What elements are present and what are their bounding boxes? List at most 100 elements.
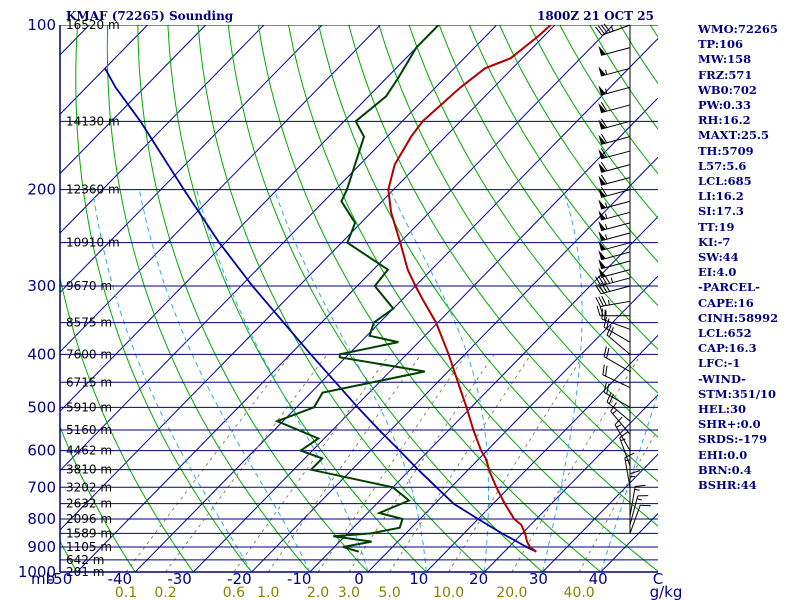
wind-barb-half-feather bbox=[616, 424, 622, 428]
wind-barb bbox=[603, 346, 631, 372]
wind-barb-half-feather bbox=[605, 224, 608, 230]
dewpoint-line bbox=[274, 25, 440, 553]
moist-adiabat-line bbox=[92, 189, 253, 572]
mixing-ratio-unit: g/kg bbox=[650, 583, 683, 600]
temperature-tick-label: 40 bbox=[589, 570, 608, 588]
parcel-path-line bbox=[104, 67, 537, 553]
wind-barb-flag bbox=[598, 240, 606, 251]
pressure-unit-label: mb bbox=[31, 570, 55, 588]
wind-barb bbox=[595, 282, 631, 295]
sounding-index-item: CAP:16.3 bbox=[698, 341, 757, 356]
wind-barb-half-feather bbox=[610, 277, 614, 283]
sounding-index-item: BRN:0.4 bbox=[698, 462, 752, 477]
wind-barb bbox=[598, 148, 631, 160]
mixing-ratio-label: 0.2 bbox=[154, 585, 176, 600]
wind-barb-feather bbox=[603, 346, 607, 357]
mixing-ratio-label: 0.6 bbox=[223, 585, 245, 600]
pressure-tick-label: 200 bbox=[27, 181, 56, 199]
wind-barb-feather bbox=[606, 325, 612, 336]
isotherm-line bbox=[60, 25, 498, 472]
wind-barb-staff bbox=[629, 495, 639, 525]
mixing-ratio-label: 40.0 bbox=[564, 585, 595, 600]
wind-barb-half-feather bbox=[612, 409, 617, 414]
wind-barb-feather bbox=[635, 484, 646, 487]
wind-barb-feather bbox=[596, 305, 601, 316]
wind-barb bbox=[606, 325, 631, 355]
sounding-index-item: WB0:702 bbox=[698, 82, 757, 97]
wind-barb-flag bbox=[598, 134, 606, 145]
wind-barb-staff bbox=[603, 326, 631, 343]
wind-barb bbox=[606, 392, 631, 422]
wind-barb bbox=[598, 85, 631, 96]
wind-barb-feather bbox=[595, 276, 602, 286]
temperature-tick-label: -30 bbox=[167, 570, 192, 588]
wind-barb bbox=[598, 231, 631, 242]
wind-barb-half-feather bbox=[610, 26, 614, 32]
isotherm-line bbox=[60, 25, 265, 234]
height-label: 14130 m bbox=[66, 114, 120, 128]
wind-barb-flag bbox=[598, 149, 606, 159]
sounding-index-item: LFC:-1 bbox=[698, 356, 741, 371]
isotherm-line bbox=[76, 25, 614, 572]
wind-barb bbox=[629, 495, 649, 525]
wind-barb bbox=[598, 240, 631, 251]
wind-barb-staff bbox=[602, 374, 631, 388]
mixing-ratio-label: 20.0 bbox=[496, 585, 527, 600]
pressure-tick-label: 700 bbox=[27, 478, 56, 496]
height-label: 1105 m bbox=[66, 540, 112, 554]
height-label: 642 m bbox=[66, 553, 104, 567]
sounding-index-item: LCL:685 bbox=[698, 174, 752, 189]
sounding-index-item: SHR+:0.0 bbox=[698, 417, 761, 432]
sounding-indices: WMO:72265 TP:106 MW:158 FRZ:571 WB0:702 PW:0.… bbox=[698, 22, 778, 493]
temperature-tick-label: 20 bbox=[469, 570, 488, 588]
sounding-index-item: BSHR:44 bbox=[698, 478, 757, 493]
isotherm-line bbox=[60, 25, 439, 412]
wind-barb bbox=[598, 250, 631, 261]
wind-barb bbox=[598, 174, 631, 186]
wind-barb-staff bbox=[600, 86, 631, 96]
wind-barb bbox=[624, 452, 635, 488]
sounding-index-item: -PARCEL- bbox=[698, 280, 760, 295]
temperature-tick-label: 10 bbox=[409, 570, 428, 588]
dry-adiabat-line bbox=[106, 25, 311, 572]
wind-barb-feather bbox=[597, 25, 606, 35]
wind-barb-feather bbox=[619, 431, 629, 439]
pressure-tick-label: 500 bbox=[27, 398, 56, 416]
wind-barb-staff bbox=[606, 401, 631, 422]
sounding-index-item: PW:0.33 bbox=[698, 98, 752, 113]
wind-barb-feather bbox=[600, 174, 608, 184]
sounding-index-item: TP:106 bbox=[698, 37, 744, 52]
wind-barb-half-feather bbox=[605, 88, 608, 94]
wind-barb bbox=[598, 133, 631, 145]
isotherm-line bbox=[60, 25, 323, 294]
wind-barb-feather bbox=[605, 365, 608, 377]
wind-barb bbox=[603, 316, 631, 343]
wind-barb-staff bbox=[606, 334, 631, 355]
wind-barb-staff bbox=[603, 356, 631, 372]
wind-barb-feather bbox=[595, 296, 601, 307]
wind-barb-feather bbox=[606, 347, 610, 359]
wind-barb-half-feather bbox=[620, 438, 626, 442]
wind-barb-feather bbox=[600, 274, 608, 285]
isotherm-line bbox=[193, 97, 658, 572]
dry-adiabat-line bbox=[257, 25, 602, 572]
height-label: 8575 m bbox=[66, 316, 112, 330]
wind-barb-half-feather bbox=[634, 488, 640, 491]
wind-barb-feather bbox=[598, 275, 605, 286]
wind-barb-feather bbox=[604, 309, 606, 321]
wind-barb-flag bbox=[598, 45, 606, 56]
sounding-index-item: SW:44 bbox=[698, 250, 739, 265]
wind-barb-flag bbox=[598, 250, 606, 260]
background-grid bbox=[60, 25, 658, 572]
sounding-index-item: SI:17.3 bbox=[698, 204, 744, 219]
wind-barb-staff bbox=[601, 318, 631, 330]
wind-barb bbox=[595, 23, 631, 36]
wind-barb-feather bbox=[603, 282, 611, 292]
mixing-ratio-line bbox=[511, 354, 642, 572]
wind-barb-staff bbox=[603, 391, 631, 408]
isotherm-line bbox=[60, 25, 556, 531]
wind-barb-flag bbox=[598, 199, 606, 210]
wind-barb-half-feather bbox=[636, 498, 642, 501]
mixing-ratio-label: 5.0 bbox=[379, 585, 401, 600]
wind-barb bbox=[602, 364, 631, 388]
